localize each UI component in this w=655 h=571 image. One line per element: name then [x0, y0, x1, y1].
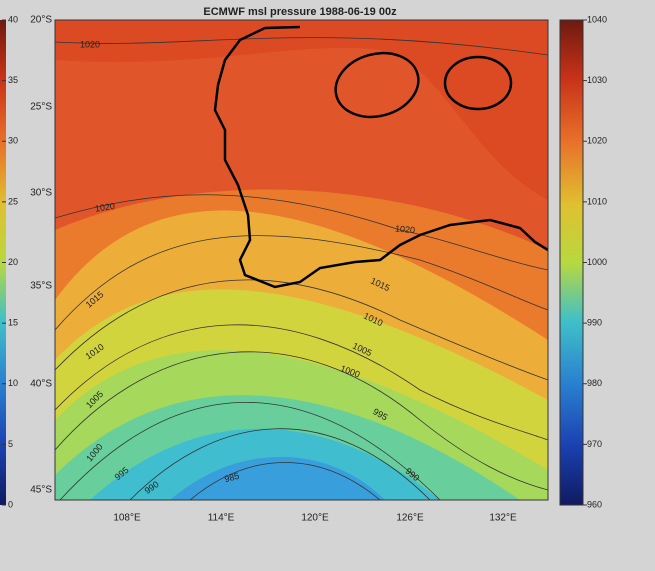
colorbar-label: 980: [587, 378, 602, 388]
longitude-label: 126°E: [396, 513, 424, 524]
longitude-label: 132°E: [489, 513, 517, 524]
colorbar-label: 970: [587, 439, 602, 449]
map-title: ECMWF msl pressure 1988-06-19 00z: [203, 6, 397, 18]
longitude-label: 114°E: [208, 513, 235, 524]
coastline: [213, 25, 548, 289]
pressure-field: [55, 20, 548, 500]
field-band: [55, 20, 548, 200]
colorbar-label: 10: [8, 378, 18, 388]
colorbar-label: 960: [587, 499, 602, 509]
contour-label: 1020: [80, 39, 100, 49]
colorbar-label: 1000: [587, 257, 607, 267]
colorbar-label: 15: [8, 318, 18, 328]
latitude-label: 35°S: [30, 281, 52, 292]
colorbar-label: 30: [8, 136, 18, 146]
colorbar-label: 1040: [587, 14, 607, 24]
colorbar-label: 40: [8, 14, 18, 24]
colorbar-label: 35: [8, 75, 18, 85]
latitude-label: 45°S: [30, 485, 52, 496]
contour-label: 1020: [94, 201, 115, 214]
map-frame: [54, 19, 549, 501]
latitude-label: 25°S: [30, 102, 52, 113]
colorbar: [559, 19, 584, 506]
hand-drawn-circles: [334, 51, 513, 119]
field-band: [170, 456, 385, 500]
latitude-label: 40°S: [30, 379, 52, 390]
contour-label: 1020: [395, 224, 416, 236]
colorbar-label: 20: [8, 257, 18, 267]
colorbar-label: 25: [8, 196, 18, 206]
latitude-label: 20°S: [30, 15, 52, 26]
colorbar-label: 1010: [587, 196, 607, 206]
longitude-label: 120°E: [301, 513, 329, 524]
field-band: [55, 20, 548, 250]
contours: [55, 37, 548, 500]
latitude-label: 30°S: [30, 188, 52, 199]
colorbar-label: 1020: [587, 136, 607, 146]
longitude-label: 108°E: [113, 513, 141, 524]
colorbar-label: 0: [8, 499, 13, 509]
colorbar-label: 5: [8, 439, 13, 449]
colorbar-label: 1030: [587, 75, 607, 85]
colorbar-label: 990: [587, 318, 602, 328]
contour-label: 985: [223, 471, 240, 485]
